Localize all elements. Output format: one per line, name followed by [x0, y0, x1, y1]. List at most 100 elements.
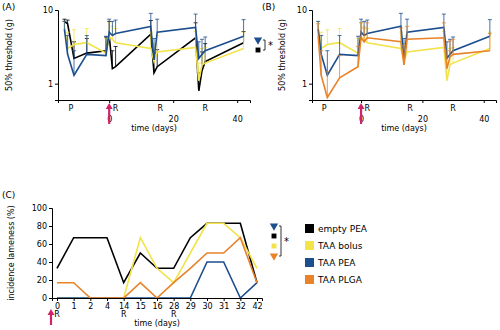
phase-label: R	[158, 104, 164, 113]
series-line	[64, 26, 243, 75]
tick-mark	[49, 208, 52, 209]
tick-label: 2	[88, 302, 93, 311]
error-bar	[114, 20, 118, 33]
series-line	[57, 238, 257, 298]
tick-label: 31	[219, 302, 229, 311]
significance-bracket	[279, 226, 281, 256]
tick-label: 10	[43, 6, 53, 15]
significance-text: *	[268, 40, 273, 51]
error-bar	[325, 72, 329, 98]
tick-mark	[190, 298, 191, 301]
error-bar	[242, 20, 246, 37]
axis-line	[49, 209, 53, 299]
tick-label: 29	[186, 302, 196, 311]
tick: 40	[37, 258, 52, 267]
tick: 1	[302, 80, 312, 89]
error-bar	[197, 63, 201, 80]
tick-mark	[124, 298, 125, 301]
tick-mark	[257, 298, 258, 301]
tick-mark	[174, 298, 175, 301]
tick-mark	[49, 244, 52, 245]
axis-line	[55, 11, 59, 101]
significance-marker	[270, 224, 278, 231]
error-bar	[359, 23, 363, 38]
tick-label: 42	[252, 302, 262, 311]
significance-marker	[256, 48, 261, 53]
legend-label: empty PEA	[318, 224, 368, 234]
tick: 10	[297, 6, 312, 15]
tick: 28	[169, 298, 179, 311]
error-bar	[72, 30, 76, 45]
error-bar	[104, 36, 108, 55]
phase-label: P	[68, 104, 73, 113]
tick-mark	[49, 226, 52, 227]
significance-marker	[272, 234, 277, 239]
x-axis-title: time (days)	[381, 124, 427, 133]
arrow	[360, 108, 362, 124]
tick-label: 4	[105, 302, 110, 311]
tick: 1	[48, 80, 58, 89]
error-bar	[402, 45, 406, 64]
tick: 20	[37, 276, 52, 285]
significance-bracket	[263, 40, 265, 50]
error-bar	[399, 13, 403, 26]
panel: 02040110	[297, 6, 497, 124]
panel-title: (B)	[262, 2, 275, 12]
error-bar	[399, 28, 403, 42]
tick-mark	[207, 298, 208, 301]
tick-label: 1	[72, 302, 77, 311]
tick-mark	[484, 100, 485, 103]
tick: 4	[105, 298, 110, 311]
tick-label: 1	[302, 80, 307, 89]
legend-label: TAA PLGA	[317, 275, 363, 285]
x-axis-title: time (days)	[131, 124, 177, 133]
tick: 40	[479, 100, 489, 124]
phase-label: R	[121, 310, 127, 319]
y-axis-title: 50% threshold (g)	[278, 19, 287, 91]
error-bar	[338, 56, 342, 78]
tick-label: 60	[37, 240, 47, 249]
error-bar	[356, 46, 360, 66]
plot-area	[62, 13, 245, 90]
tick: 42	[252, 298, 262, 311]
significance-marker	[254, 38, 262, 45]
series-line	[318, 36, 490, 98]
phase-label: R	[171, 310, 177, 319]
error-bar	[325, 30, 329, 45]
error-bar	[152, 39, 156, 60]
tick-label: 20	[37, 276, 47, 285]
arrow	[108, 108, 110, 124]
tick: 60	[37, 240, 52, 249]
axis: 1 10	[297, 6, 313, 100]
error-bar	[448, 41, 452, 57]
error-bar	[110, 21, 114, 35]
tick-label: 0	[42, 294, 47, 303]
tick-label: 1	[48, 80, 53, 89]
panel: 02040110	[43, 6, 251, 124]
legend-label: TAA PEA	[317, 258, 356, 268]
legend-swatch	[305, 241, 314, 250]
plot-area	[316, 13, 492, 97]
tick-mark	[55, 84, 58, 85]
tick: 1	[72, 298, 77, 311]
error-bar	[319, 51, 323, 76]
significance-marker	[272, 244, 277, 249]
error-bar	[194, 14, 198, 27]
tick: 0	[42, 294, 52, 303]
tick-label: 15	[136, 302, 146, 311]
error-bar	[445, 51, 449, 69]
y-axis-title: incidence lameness (%)	[7, 205, 16, 300]
error-bar	[203, 37, 207, 51]
arrow-head	[106, 103, 113, 109]
tick-label: 80	[37, 222, 47, 231]
tick: 100	[32, 204, 52, 213]
tick: 40	[233, 100, 243, 124]
tick: 20	[418, 100, 428, 124]
tick-label: 40	[37, 258, 47, 267]
legend-swatch	[305, 224, 314, 233]
axis: 0 20 40 60 80 100	[32, 204, 53, 303]
error-bar	[66, 20, 70, 24]
error-bar	[114, 46, 118, 66]
phase-label: P	[322, 104, 327, 113]
phase-label: R	[202, 104, 208, 113]
